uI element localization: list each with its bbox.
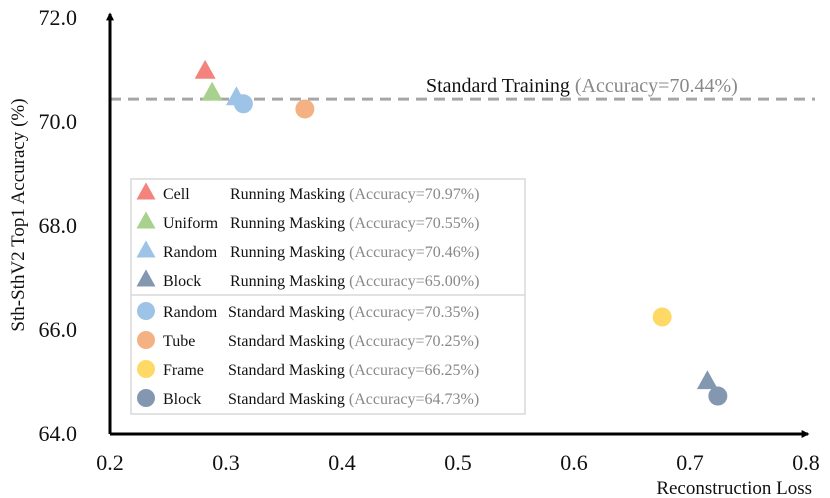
legend-accuracy: (Accuracy=70.55%) [349, 215, 479, 232]
x-axis-label: Reconstruction Loss [656, 478, 812, 498]
y-tick-label: 70.0 [39, 109, 78, 134]
x-tick-label: 0.5 [444, 450, 472, 475]
legend-name: Block [163, 391, 201, 408]
point-uniform-running-masking [201, 81, 223, 101]
legend-kind: Standard Masking [228, 391, 349, 408]
legend-kind: Running Masking [230, 273, 349, 290]
legend-name: Random [163, 304, 218, 321]
legend-marker-random-running-masking [136, 240, 156, 258]
legend-accuracy: (Accuracy=70.25%) [349, 333, 479, 350]
legend-name: Frame [163, 362, 204, 379]
x-tick-label: 0.4 [328, 450, 356, 475]
legend-marker-random-standard-masking [137, 302, 155, 320]
legend-entry-uniform-running-masking: Running Masking (Accuracy=70.55%) [230, 215, 479, 232]
x-tick-label: 0.6 [560, 450, 588, 475]
legend-kind: Standard Masking [228, 362, 349, 379]
legend-box [130, 178, 526, 415]
legend-marker-tube-standard-masking [137, 331, 155, 349]
legend-entry-frame-standard-masking: Standard Masking (Accuracy=66.25%) [228, 362, 479, 379]
legend-entry-random-running-masking: Running Masking (Accuracy=70.46%) [230, 244, 479, 261]
legend-name: Uniform [163, 215, 219, 232]
point-block-running-masking [696, 370, 718, 390]
y-tick-label: 68.0 [39, 213, 78, 238]
legend-entry-block-standard-masking: Standard Masking (Accuracy=64.73%) [228, 391, 479, 408]
point-frame-standard-masking [652, 307, 672, 327]
legend-kind: Standard Masking [228, 304, 349, 321]
point-tube-standard-masking [295, 99, 315, 119]
legend-marker-frame-standard-masking [137, 360, 155, 378]
legend-kind: Running Masking [230, 244, 349, 261]
legend-accuracy: (Accuracy=64.73%) [349, 391, 479, 408]
legend-entry-block-running-masking: Running Masking (Accuracy=65.00%) [230, 273, 479, 290]
y-tick-label: 66.0 [39, 317, 78, 342]
x-tick-label: 0.8 [792, 450, 820, 475]
legend-marker-block-running-masking [136, 269, 156, 287]
legend-accuracy: (Accuracy=66.25%) [349, 362, 479, 379]
legend-kind: Running Masking [230, 186, 349, 203]
legend-accuracy: (Accuracy=70.97%) [349, 186, 479, 203]
y-tick-label: 72.0 [39, 5, 78, 30]
point-cell-running-masking [194, 59, 216, 79]
reference-line-label: Standard Training (Accuracy=70.44%) [426, 75, 738, 97]
y-axis-label: Sth-SthV2 Top1 Accuracy (%) [8, 98, 29, 331]
x-tick-label: 0.7 [676, 450, 704, 475]
legend-entry-random-standard-masking: Standard Masking (Accuracy=70.35%) [228, 304, 479, 321]
legend-name: Cell [163, 186, 190, 203]
x-tick-label: 0.2 [96, 450, 124, 475]
legend-marker-block-standard-masking [137, 389, 155, 407]
point-random-standard-masking [233, 94, 253, 114]
legend-marker-uniform-running-masking [136, 211, 156, 229]
legend-marker-cell-running-masking [136, 182, 156, 200]
legend-name: Block [163, 273, 201, 290]
legend-kind: Standard Masking [228, 333, 349, 350]
point-block-standard-masking [708, 386, 728, 406]
y-tick-label: 64.0 [39, 421, 78, 446]
reference-accuracy-text: (Accuracy=70.44%) [575, 75, 738, 97]
legend-entry-tube-standard-masking: Standard Masking (Accuracy=70.25%) [228, 333, 479, 350]
legend-kind: Running Masking [230, 215, 349, 232]
legend-accuracy: (Accuracy=70.46%) [349, 244, 479, 261]
legend-accuracy: (Accuracy=70.35%) [349, 304, 479, 321]
legend-name: Random [163, 244, 218, 261]
legend-accuracy: (Accuracy=65.00%) [349, 273, 479, 290]
x-tick-label: 0.3 [212, 450, 240, 475]
legend-entry-cell-running-masking: Running Masking (Accuracy=70.97%) [230, 186, 479, 203]
reference-label-text: Standard Training [426, 75, 575, 97]
legend-name: Tube [163, 333, 195, 350]
